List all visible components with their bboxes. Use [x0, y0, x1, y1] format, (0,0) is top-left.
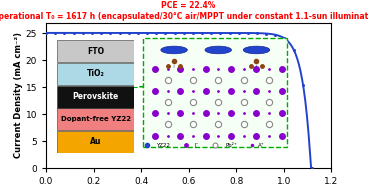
Text: Dopant-free YZ22: Dopant-free YZ22 — [61, 116, 131, 122]
Text: Perovskite: Perovskite — [72, 92, 119, 101]
Ellipse shape — [243, 46, 270, 54]
Text: TiO₂: TiO₂ — [87, 69, 105, 78]
Ellipse shape — [205, 46, 231, 54]
Bar — [57, 85, 134, 108]
Y-axis label: Current Density (mA cm⁻²): Current Density (mA cm⁻²) — [14, 33, 23, 158]
Bar — [57, 63, 134, 85]
Text: A⁺: A⁺ — [258, 143, 265, 148]
Text: Pb²⁺: Pb²⁺ — [226, 143, 237, 148]
Text: FTO: FTO — [87, 47, 104, 56]
Text: I⁻: I⁻ — [195, 143, 199, 148]
Text: Au: Au — [90, 137, 101, 146]
Ellipse shape — [161, 46, 187, 54]
Title: PCE = 22.4%
Operational T₀ = 1617 h (encapsulated/30°C air/MPPT under constant 1: PCE = 22.4% Operational T₀ = 1617 h (enc… — [0, 1, 368, 21]
FancyBboxPatch shape — [143, 38, 287, 147]
Bar — [57, 131, 134, 153]
Text: YZ22: YZ22 — [156, 143, 170, 148]
Bar — [57, 108, 134, 130]
Bar — [57, 40, 134, 62]
